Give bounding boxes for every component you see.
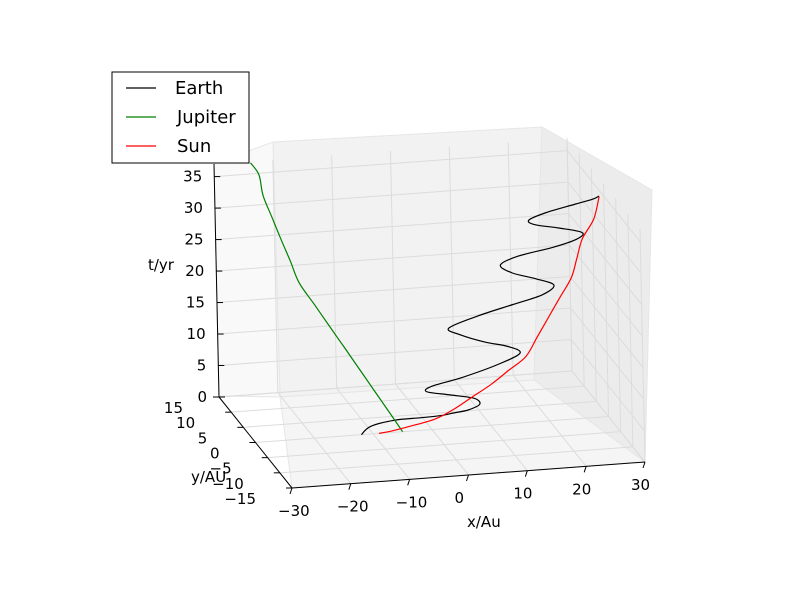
- legend: Earth Jupiter Sun: [111, 71, 250, 164]
- y-gridline-side: [566, 137, 573, 372]
- y-gridline-side: [615, 198, 622, 432]
- z-gridline-back: [218, 370, 573, 398]
- series-layer: [250, 162, 600, 436]
- series-line-jupiter: [250, 162, 404, 433]
- ticks: [213, 176, 646, 495]
- z-gridline-back: [214, 150, 568, 178]
- z-tick-label: 15: [186, 294, 205, 312]
- tick-labels: −30 −20 −10 0 10 20 30−15−10−50510150510152025…: [164, 168, 650, 520]
- x-gridline-back: [390, 150, 396, 385]
- x-tick: [289, 487, 293, 495]
- z-gridline-side: [568, 244, 643, 337]
- y-gridline-floor: [279, 446, 633, 474]
- y-gridline-side: [578, 153, 585, 387]
- x-tick: [466, 474, 469, 482]
- x-tick: [524, 470, 528, 477]
- x-gridline-back: [331, 155, 338, 389]
- y-tick-label: 0: [210, 445, 220, 463]
- z-axis-label: t/yr: [148, 256, 175, 274]
- y-tick-label: 10: [176, 414, 195, 432]
- y-gridline-floor: [255, 416, 609, 443]
- legend-label-sun: Sun: [177, 136, 211, 157]
- z-gridline-side: [568, 213, 643, 305]
- z-gridline-back: [216, 244, 570, 272]
- z-gridline-side: [570, 307, 645, 400]
- y-gridline-side: [627, 213, 634, 447]
- y-gridline-side: [603, 183, 609, 417]
- x-tick: [407, 479, 411, 486]
- x-tick-label: −30: [278, 502, 310, 520]
- y-gridline-floor: [243, 400, 597, 428]
- back-pane-x: [272, 126, 543, 398]
- z-gridline-back: [218, 339, 572, 367]
- x-tick: [583, 466, 587, 473]
- z-gridline-back: [215, 213, 569, 241]
- y-tick-label: −15: [224, 490, 256, 508]
- y-tick-label: 5: [198, 429, 208, 447]
- x-tick-label: −20: [337, 498, 369, 516]
- panes: [213, 126, 653, 489]
- y-gridline-side: [590, 168, 597, 402]
- left-pane: [213, 141, 281, 398]
- x-tick: [642, 461, 646, 469]
- legend-label-jupiter: Jupiter: [176, 107, 236, 128]
- z-gridline-side: [571, 370, 646, 463]
- series-line-earth: [360, 195, 600, 436]
- y-axis-label: y/AU: [191, 468, 226, 486]
- z-tick-label: 20: [185, 262, 204, 280]
- x-axis-label: x/Au: [467, 513, 501, 531]
- z-gridline-side: [567, 181, 642, 274]
- z-axis-line: [213, 163, 220, 398]
- x-gridline-back: [448, 146, 455, 380]
- y-gridline-floor: [231, 385, 585, 413]
- x-tick-label: 10: [513, 485, 532, 503]
- z-tick-label: 0: [197, 388, 207, 406]
- z-tick-label: 10: [187, 325, 206, 343]
- z-gridline-back: [214, 181, 568, 209]
- x-tick-label: −10: [396, 493, 428, 511]
- series-line-sun: [378, 196, 600, 434]
- y-gridline-floor: [267, 431, 621, 459]
- z-tick-label: 25: [185, 231, 204, 249]
- legend-label-earth: Earth: [175, 78, 223, 99]
- y-tick-label: −10: [212, 475, 244, 493]
- z-tick-label: 30: [184, 199, 203, 217]
- z-tick-label: 5: [197, 357, 207, 375]
- x-tick-label: 0: [455, 489, 465, 507]
- y-tick-label: 15: [164, 399, 183, 417]
- y-tick-label: −5: [210, 460, 232, 478]
- z-gridline-side: [570, 339, 645, 431]
- y-gridline-side: [639, 228, 646, 463]
- x-gridline-back: [272, 159, 279, 393]
- x-tick-label: 30: [631, 476, 650, 494]
- z-gridline-back: [217, 307, 571, 335]
- z-gridline-side: [569, 276, 644, 368]
- z-gridline-back: [216, 276, 571, 304]
- z-tick-label: 35: [183, 168, 202, 186]
- z-gridline-side: [566, 150, 641, 242]
- x-tick-label: 20: [572, 480, 591, 498]
- x-tick: [348, 483, 352, 490]
